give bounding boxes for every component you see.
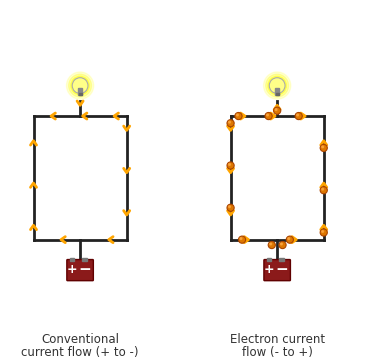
Circle shape [320, 144, 327, 152]
Circle shape [265, 113, 272, 119]
Text: +: + [264, 263, 275, 276]
Bar [79, 93, 82, 95]
Circle shape [266, 114, 268, 116]
Circle shape [322, 231, 323, 232]
Text: flow (- to +): flow (- to +) [242, 346, 312, 359]
FancyBboxPatch shape [67, 260, 93, 281]
Circle shape [229, 164, 230, 165]
Circle shape [279, 241, 286, 249]
Text: Conventional: Conventional [41, 333, 119, 346]
Circle shape [71, 76, 89, 95]
Circle shape [280, 243, 282, 245]
Circle shape [266, 74, 289, 97]
Circle shape [286, 236, 293, 243]
Circle shape [322, 188, 323, 190]
Circle shape [273, 107, 281, 114]
Bar [82, 258, 86, 261]
Bar [70, 258, 74, 261]
FancyBboxPatch shape [264, 260, 290, 281]
Circle shape [297, 114, 298, 116]
Bar [279, 258, 284, 261]
Circle shape [68, 74, 92, 97]
Bar [276, 93, 279, 95]
Circle shape [295, 113, 302, 119]
Circle shape [322, 146, 323, 148]
Circle shape [237, 114, 238, 116]
Bar [267, 258, 271, 261]
Circle shape [240, 238, 242, 240]
Circle shape [238, 236, 245, 243]
Circle shape [263, 72, 291, 99]
Circle shape [270, 243, 272, 245]
Circle shape [229, 121, 230, 123]
Circle shape [269, 78, 285, 93]
Circle shape [227, 204, 234, 211]
Circle shape [229, 206, 230, 207]
Bar [275, 88, 279, 94]
Circle shape [288, 238, 290, 240]
Circle shape [72, 78, 88, 93]
Text: −: − [78, 262, 91, 277]
Circle shape [227, 162, 234, 169]
Circle shape [227, 119, 234, 127]
Text: +: + [67, 263, 78, 276]
Circle shape [268, 76, 286, 95]
Circle shape [235, 113, 242, 119]
Circle shape [320, 187, 327, 194]
Circle shape [67, 72, 94, 99]
Text: Electron current: Electron current [230, 333, 325, 346]
Circle shape [268, 241, 275, 249]
Text: −: − [275, 262, 288, 277]
Circle shape [320, 229, 327, 236]
Text: current flow (+ to -): current flow (+ to -) [21, 346, 139, 359]
Bar [78, 88, 82, 94]
Circle shape [275, 109, 277, 110]
